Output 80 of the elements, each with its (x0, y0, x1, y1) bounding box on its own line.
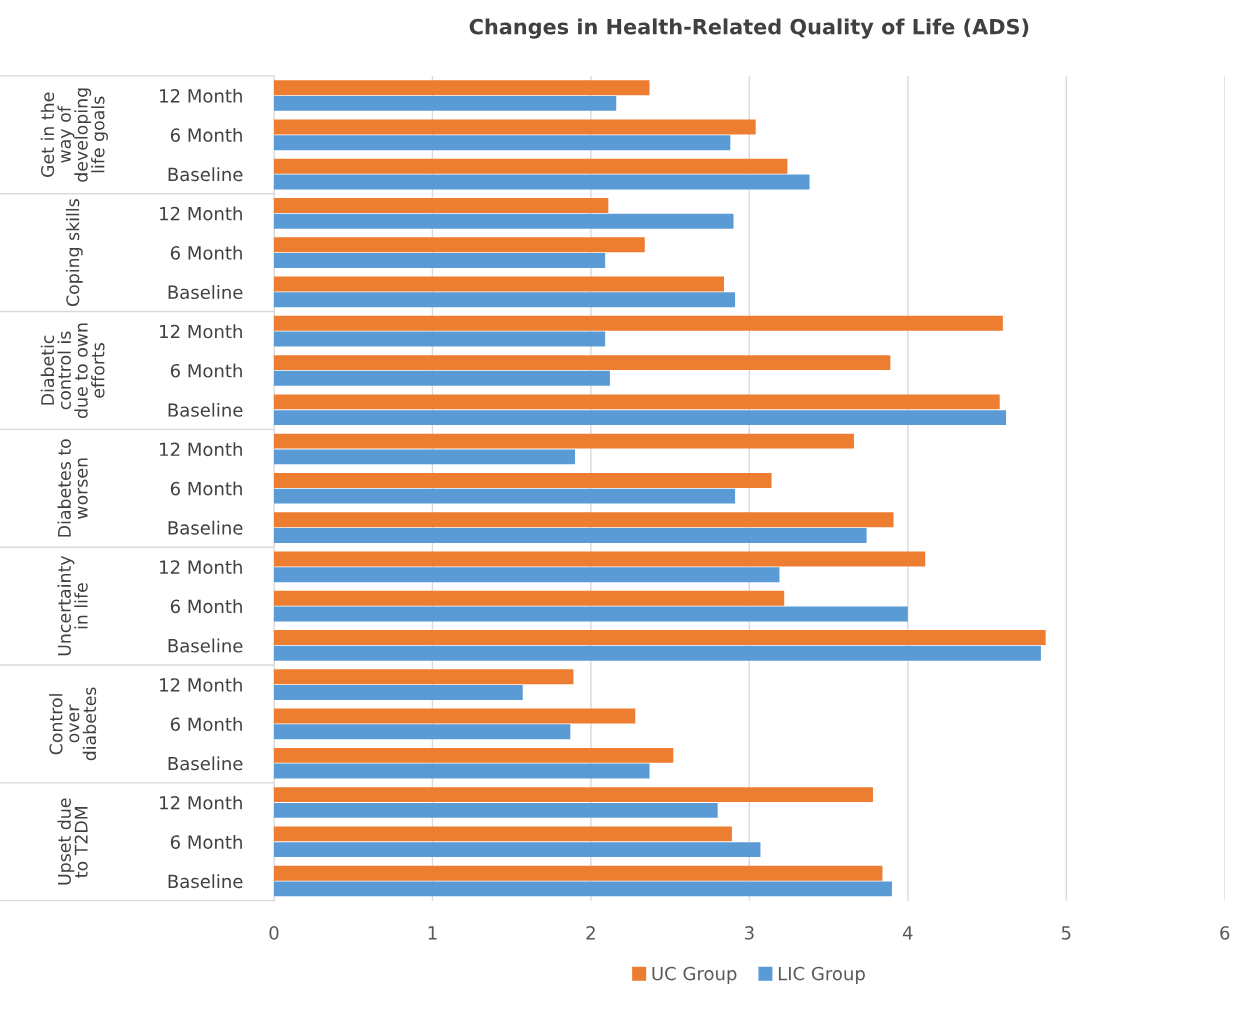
bar (273, 213, 734, 229)
bar (273, 135, 731, 151)
x-tick-label: 0 (269, 926, 279, 940)
y-tick-label: Baseline (168, 167, 243, 182)
legend-label: LIC Group (778, 966, 865, 984)
y-tick-label: 6 Month (170, 481, 242, 496)
y-tick-label: Baseline (168, 285, 243, 300)
bar (273, 724, 571, 740)
bar (273, 253, 606, 268)
bar (273, 747, 674, 763)
y-tick-label: Baseline (168, 402, 243, 417)
bar (273, 763, 650, 779)
bar (273, 292, 736, 308)
y-tick-label: 12 Month (160, 206, 242, 221)
y-tick-label: 6 Month (170, 717, 242, 732)
bar (273, 865, 883, 881)
bar (273, 80, 650, 96)
y-tick-label: 6 Month (170, 834, 242, 849)
bar (273, 472, 772, 488)
bar (273, 826, 732, 842)
y-tick-label: Baseline (168, 874, 243, 889)
legend-label: UC Group (652, 966, 737, 984)
bar (273, 449, 576, 465)
x-tick-label: 6 (1220, 926, 1230, 940)
bar (273, 433, 854, 449)
x-tick-label: 1 (428, 926, 437, 940)
bar (273, 119, 756, 135)
y-tick-label: 12 Month (160, 442, 242, 457)
bar (273, 410, 1007, 426)
text: Upset due to T2DM (57, 798, 88, 885)
chart-title: Changes in Health-Related Quality of Life (ADS) (469, 18, 1029, 39)
y-tick-label: 12 Month (160, 324, 242, 339)
bar (273, 567, 780, 583)
bar (273, 315, 1003, 331)
text: Uncertainty in life (57, 555, 88, 656)
bar (273, 198, 609, 213)
bar (273, 787, 873, 803)
x-tick-label: 2 (586, 926, 595, 940)
bar (273, 158, 788, 174)
bar (273, 881, 892, 897)
bar (273, 512, 894, 528)
y-tick-label: 12 Month (160, 559, 242, 574)
text: Coping skills (65, 199, 83, 307)
bar (273, 331, 606, 347)
bar (273, 276, 724, 292)
bar (273, 370, 610, 386)
bar (273, 685, 523, 700)
bar (273, 802, 718, 818)
bar (273, 174, 810, 190)
text: Get in the way of developing life goals (40, 88, 108, 182)
bar (273, 527, 867, 543)
y-tick-label: 6 Month (170, 127, 242, 142)
text: Diabetic control is due to own efforts (40, 323, 105, 418)
y-tick-label: 6 Month (170, 245, 242, 260)
x-tick-label: 4 (902, 926, 913, 940)
bar (273, 355, 891, 371)
bar (273, 237, 645, 253)
text: Control over diabetes (49, 687, 97, 761)
bar (273, 630, 1046, 645)
bar (273, 842, 761, 858)
x-tick-label: 3 (744, 926, 754, 940)
bar (273, 394, 1000, 410)
bar (273, 669, 574, 685)
bar (273, 708, 636, 724)
y-tick-label: Baseline (168, 520, 243, 535)
y-tick-label: 12 Month (160, 795, 242, 810)
y-tick-label: 6 Month (170, 363, 242, 378)
y-tick-label: Baseline (168, 756, 243, 771)
y-tick-label: 12 Month (160, 677, 242, 692)
bar (273, 606, 908, 622)
bar (273, 590, 785, 606)
x-tick-label: 5 (1061, 926, 1071, 940)
bar (273, 551, 926, 567)
text: Diabetes to worsen (57, 439, 88, 537)
y-tick-label: Baseline (168, 638, 243, 653)
y-tick-label: 12 Month (160, 88, 242, 103)
bar (273, 645, 1041, 661)
bar (273, 95, 617, 111)
y-tick-label: 6 Month (170, 599, 242, 614)
bar (273, 488, 736, 504)
